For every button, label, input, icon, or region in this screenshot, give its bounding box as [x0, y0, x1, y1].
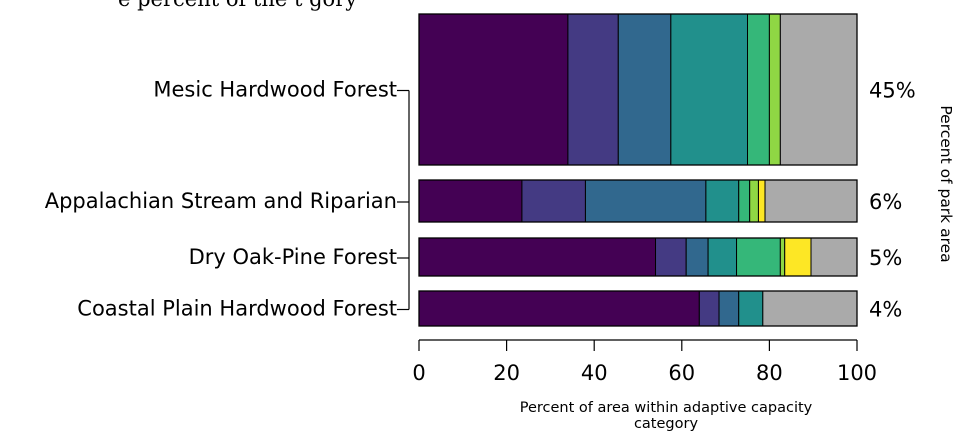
category-label-coastal-plain-hardwood-forest: Coastal Plain Hardwood Forest — [77, 297, 397, 321]
bar-segment-appalachian-stream-and-riparian-1 — [418, 179, 523, 223]
bar-segment-mesic-hardwood-forest-3 — [617, 13, 672, 166]
bar-segment-dry-oak-pine-forest-8 — [810, 237, 858, 277]
x-tick-label-0: 0 — [412, 361, 425, 385]
bar-segment-mesic-hardwood-forest-8 — [779, 13, 858, 166]
right-axis-title: Percent of park area — [937, 105, 955, 262]
bar-segment-appalachian-stream-and-riparian-5 — [738, 179, 751, 223]
bar-segment-dry-oak-pine-forest-7 — [784, 237, 812, 277]
bar-segment-mesic-hardwood-forest-1 — [418, 13, 569, 166]
bar-segment-mesic-hardwood-forest-5 — [747, 13, 770, 166]
bar-segment-appalachian-stream-and-riparian-6 — [749, 179, 759, 223]
bar-segment-appalachian-stream-and-riparian-8 — [764, 179, 858, 223]
park-area-label-mesic-hardwood-forest: 45% — [869, 79, 916, 103]
bar-frame-appalachian-stream-and-riparian — [418, 179, 858, 223]
x-axis-title-line2: category — [634, 416, 699, 432]
park-area-label-appalachian-stream-and-riparian: 6% — [869, 190, 902, 214]
bar-segment-mesic-hardwood-forest-6 — [768, 13, 781, 166]
x-axis-title-line1: Percent of area within adaptive capacity — [520, 400, 813, 416]
x-tick-label-40: 40 — [581, 361, 608, 385]
park-area-labels: 45% 6% 5% 4% — [869, 79, 916, 322]
bar-segment-dry-oak-pine-forest-6 — [779, 237, 786, 277]
bar-segment-coastal-plain-hardwood-forest-3 — [718, 290, 740, 327]
park-area-label-coastal-plain-hardwood-forest: 4% — [869, 298, 902, 322]
bar-segment-appalachian-stream-and-riparian-4 — [705, 179, 740, 223]
category-labels: Mesic Hardwood Forest Appalachian Stream … — [45, 78, 397, 321]
bar-segment-dry-oak-pine-forest-4 — [707, 237, 738, 277]
bar-segment-coastal-plain-hardwood-forest-8 — [762, 290, 858, 327]
bar-segment-coastal-plain-hardwood-forest-1 — [418, 290, 700, 327]
category-bracket — [397, 89, 410, 311]
category-label-mesic-hardwood-forest: Mesic Hardwood Forest — [153, 78, 397, 102]
category-label-appalachian-stream-and-riparian: Appalachian Stream and Riparian — [45, 189, 397, 213]
x-tick-label-80: 80 — [756, 361, 783, 385]
bar-segment-dry-oak-pine-forest-1 — [418, 237, 657, 277]
bar-segment-appalachian-stream-and-riparian-2 — [521, 179, 586, 223]
bar-segment-dry-oak-pine-forest-5 — [736, 237, 781, 277]
x-tick-label-100: 100 — [837, 361, 877, 385]
x-axis: 0 20 40 60 80 100 — [412, 339, 877, 385]
bar-frame-coastal-plain-hardwood-forest — [418, 290, 858, 327]
bar-segment-appalachian-stream-and-riparian-7 — [757, 179, 766, 223]
bar-segment-dry-oak-pine-forest-3 — [685, 237, 709, 277]
bar-segment-mesic-hardwood-forest-4 — [670, 13, 748, 166]
category-label-dry-oak-pine-forest: Dry Oak-Pine Forest — [189, 245, 397, 269]
bar-segment-appalachian-stream-and-riparian-3 — [584, 179, 707, 223]
chart-top-partial-text: e percent of the t gory — [118, 0, 357, 11]
bar-frame-mesic-hardwood-forest — [418, 13, 858, 166]
park-area-label-dry-oak-pine-forest: 5% — [869, 246, 902, 270]
bar-segment-mesic-hardwood-forest-2 — [567, 13, 619, 166]
bar-frame-dry-oak-pine-forest — [418, 237, 858, 277]
bar-segment-dry-oak-pine-forest-2 — [655, 237, 687, 277]
bars-group — [418, 13, 858, 327]
bar-segment-coastal-plain-hardwood-forest-2 — [698, 290, 720, 327]
x-tick-label-20: 20 — [493, 361, 520, 385]
x-tick-label-60: 60 — [668, 361, 695, 385]
bar-segment-coastal-plain-hardwood-forest-4 — [738, 290, 764, 327]
